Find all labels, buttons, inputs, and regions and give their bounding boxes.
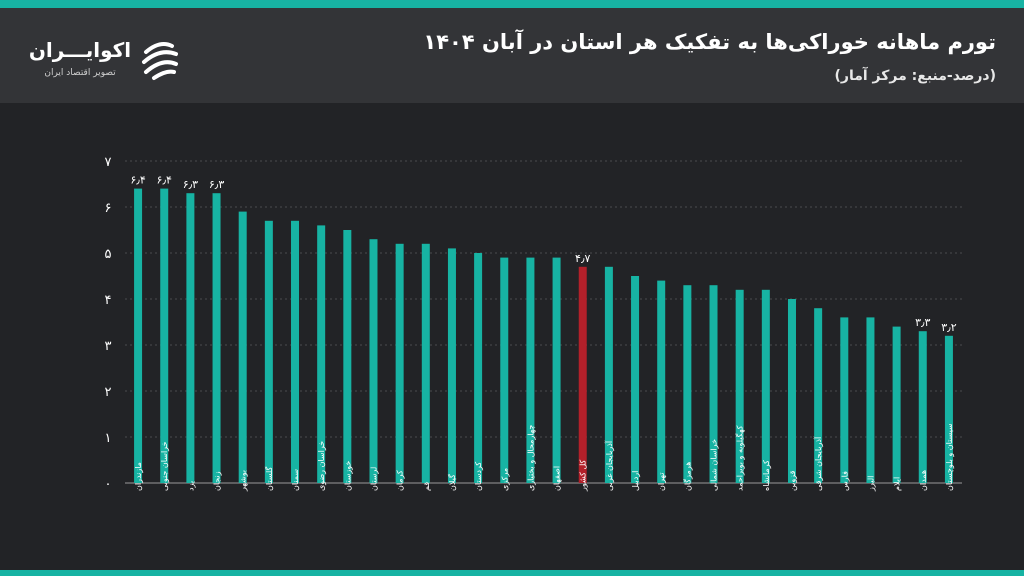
bar [474,253,483,483]
x-tick-label: فارس [840,471,849,491]
header: تورم ماهانه خوراکی‌ها به تفکیک هر استان … [0,8,1024,103]
y-tick-label: ۱ [105,431,112,446]
bar [264,220,273,484]
logo: اکوایـــران تصویر اقتصاد ایران [28,38,188,88]
x-tick-label: تهران [657,473,666,491]
x-tick-label: همدان [919,470,928,491]
x-tick-label: کرمان [396,470,405,491]
x-tick-label: لرستان [369,467,378,491]
x-tick-label: کهگیلویه و بویراحمد [735,425,745,491]
bar [369,239,378,483]
y-tick-label: ۳ [105,339,112,354]
bar [787,299,796,483]
y-tick-label: ۲ [105,385,112,400]
data-label: ۴٫۷ [575,252,590,265]
x-tick-label: یزد [186,481,195,491]
bar [892,326,901,483]
x-tick-label: اصفهان [553,466,562,491]
y-tick-label: ۷ [105,155,112,170]
bar [840,317,849,483]
data-label: ۶٫۴ [130,174,145,187]
bar [683,285,692,483]
bar [160,188,169,483]
data-label: ۶٫۴ [157,174,172,187]
data-label: ۶٫۳ [209,178,224,191]
bottom-accent-bar [0,570,1024,576]
y-tick-label: ۰ [105,477,112,492]
x-tick-label: خراسان شمالی [710,439,719,491]
x-tick-label: سمنان [291,469,300,491]
bar [604,266,613,483]
x-tick-label: گلستان [264,466,274,491]
x-tick-label: بوشهر [239,470,248,492]
x-tick-label: کردستان [474,462,483,491]
x-tick-label: اردبیل [631,471,640,491]
bar [291,220,300,484]
bar [578,266,587,483]
y-tick-label: ۴ [105,293,112,308]
x-tick-label: قزوین [788,470,797,491]
x-tick-label: مازندران [134,462,143,491]
bar [866,317,875,483]
bar [186,193,195,483]
x-tick-label: البرز [866,476,875,492]
x-tick-label: خراسان رضوی [317,441,326,491]
x-tick-label: مرکزی [500,468,509,491]
bar-chart: ۰ ۱ ۲ ۳ ۴ ۵ ۶ ۷ مازندران خراسان جنوبی یزد زنجان بوشه… [105,155,962,492]
y-tick-label: ۶ [105,201,112,216]
bar [631,276,640,483]
x-tick-label: هرمزگان [682,462,692,491]
bar [395,243,404,483]
y-tick-label: ۵ [105,247,112,262]
x-tick-label: کل کشور [579,459,588,492]
x-tick-label: آذربایجان غربی [604,440,614,491]
x-tick-label: خوزستان [343,461,352,491]
logo-tagline: تصویر اقتصاد ایران [44,68,116,78]
bar [552,257,561,483]
bar [944,335,953,483]
bar [761,289,770,483]
x-tick-label: سیستان و بلوچستان [945,423,954,491]
x-tick-label: چهارمحال و بختیاری [526,425,535,491]
data-label: ۳٫۲ [941,321,956,334]
bar [134,188,143,483]
bar [421,243,430,483]
x-tick-label: ایلام [893,477,902,491]
x-tick-label: کرمانشاه [762,460,771,491]
bar [735,289,744,483]
bar [709,285,718,483]
data-label: ۳٫۳ [915,316,930,329]
data-label: ۶٫۳ [183,178,198,191]
x-tick-label: زنجان [213,471,222,491]
bar [447,248,456,483]
x-tick-label: آذربایجان شرقی [813,436,823,491]
logo-name: اکوایـــران [28,38,132,62]
bar [526,257,535,483]
bar [343,230,352,483]
ecoiran-logo-icon [142,42,178,80]
chart-title: تورم ماهانه خوراکی‌ها به تفکیک هر استان … [423,30,996,54]
bar [238,211,247,483]
bar [657,280,666,483]
x-tick-label: قم [422,482,431,491]
bar [918,331,927,483]
bar [500,257,509,483]
x-tick-label: خراسان جنوبی [160,441,169,491]
bar [212,193,221,483]
chart-subtitle: (درصد-منبع: مرکز آمار) [834,68,997,84]
x-tick-label: گیلان [447,474,457,491]
bar [317,225,326,483]
bar [814,308,823,483]
top-accent-bar [0,0,1024,8]
